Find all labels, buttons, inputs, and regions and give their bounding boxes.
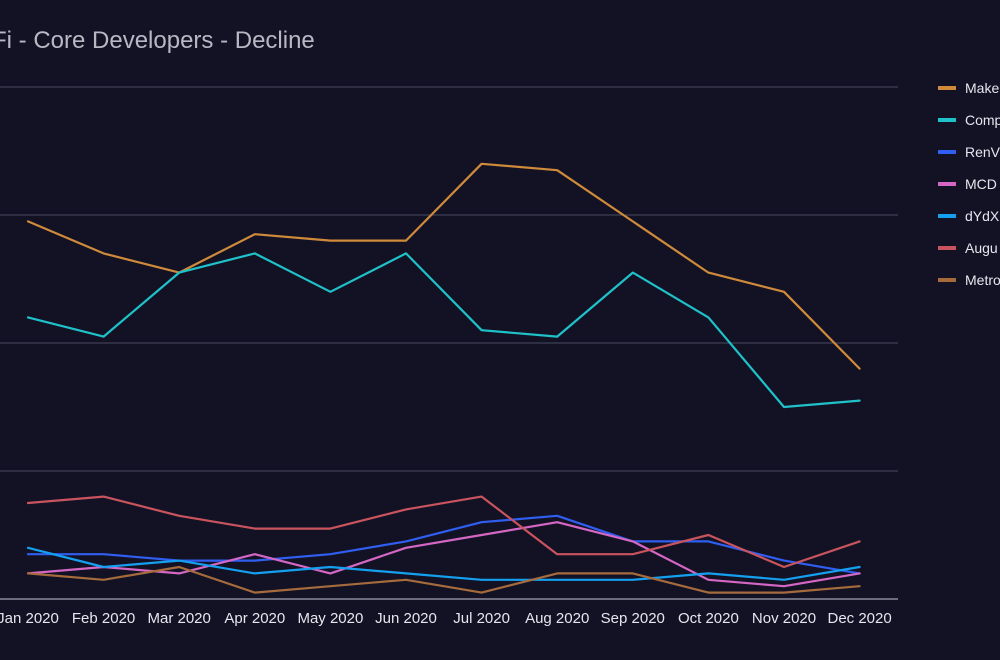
x-tick-label: Aug 2020 bbox=[525, 610, 589, 627]
x-tick-label: Mar 2020 bbox=[148, 610, 211, 627]
x-tick-label: Jan 2020 bbox=[0, 610, 59, 627]
series-line-augu[interactable] bbox=[26, 495, 861, 569]
series-lines bbox=[26, 162, 861, 594]
legend-item-comp[interactable]: Comp bbox=[938, 112, 1000, 128]
legend-item-augu[interactable]: Augu bbox=[938, 240, 998, 256]
series-line-metro[interactable] bbox=[26, 565, 861, 594]
legend-item-dydx[interactable]: dYdX bbox=[938, 208, 1000, 224]
legend[interactable]: Make Comp RenV MCD dYdX Augu Metro bbox=[938, 80, 1000, 288]
legend-label: Make bbox=[965, 80, 999, 96]
x-tick-label: Nov 2020 bbox=[752, 610, 816, 627]
legend-label: Comp bbox=[965, 112, 1000, 128]
x-tick-label: Oct 2020 bbox=[678, 610, 739, 627]
x-tick-label: Jul 2020 bbox=[453, 610, 510, 627]
x-tick-label: Jun 2020 bbox=[375, 610, 437, 627]
series-line-dydx[interactable] bbox=[26, 546, 861, 581]
x-tick-label: Feb 2020 bbox=[72, 610, 135, 627]
legend-item-metro[interactable]: Metro bbox=[938, 272, 1000, 288]
series-line-mcd[interactable] bbox=[26, 521, 861, 588]
series-line-comp[interactable] bbox=[26, 252, 861, 409]
legend-label: Metro bbox=[965, 272, 1000, 288]
legend-label: Augu bbox=[965, 240, 998, 256]
series-line-make[interactable] bbox=[26, 162, 861, 370]
x-tick-label: Apr 2020 bbox=[224, 610, 285, 627]
legend-label: MCD bbox=[965, 176, 997, 192]
grid-lines bbox=[0, 86, 898, 600]
legend-item-mcd[interactable]: MCD bbox=[938, 176, 997, 192]
x-tick-label: Dec 2020 bbox=[827, 610, 891, 627]
chart-title: Fi - Core Developers - Decline bbox=[0, 27, 315, 54]
legend-item-make[interactable]: Make bbox=[938, 80, 999, 96]
series-line-renv[interactable] bbox=[26, 514, 861, 575]
x-axis-ticks: Jan 2020 Feb 2020 Mar 2020 Apr 2020 May 2020… bbox=[0, 610, 892, 627]
x-tick-label: Sep 2020 bbox=[601, 610, 665, 627]
x-tick-label: May 2020 bbox=[297, 610, 363, 627]
legend-item-renv[interactable]: RenV bbox=[938, 144, 1000, 160]
legend-label: RenV bbox=[965, 144, 1000, 160]
legend-label: dYdX bbox=[965, 208, 1000, 224]
